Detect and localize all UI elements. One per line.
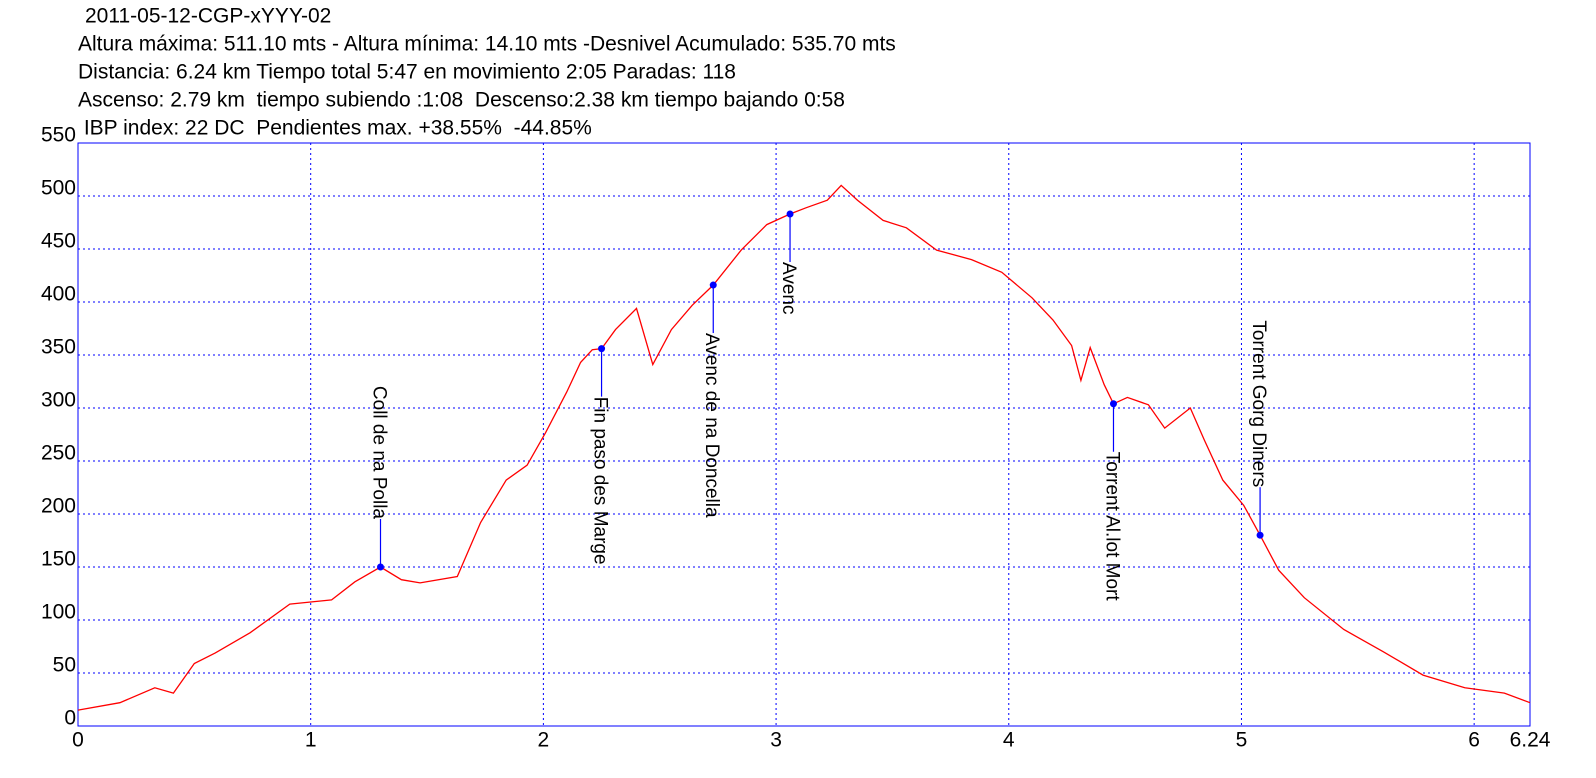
waypoint-label: Torrent Al.lot Mort — [1101, 452, 1122, 602]
waypoint-label: Torrent Gorg Diners — [1248, 320, 1269, 487]
x-tick-label: 3 — [770, 729, 782, 752]
subtitle: Ascenso: 2.79 km tiempo subiendo :1:08 D… — [78, 89, 845, 112]
y-tick-label: 100 — [41, 601, 76, 624]
y-tick-label: 350 — [41, 336, 76, 359]
y-tick-label: 300 — [41, 389, 76, 412]
y-tick-label: 450 — [41, 230, 76, 253]
y-tick-label: 250 — [41, 442, 76, 465]
waypoint — [1256, 531, 1264, 539]
subtitle: Altura máxima: 511.10 mts - Altura mínim… — [78, 33, 896, 56]
waypoint-label: Fin paso des Marge — [590, 397, 611, 565]
x-tick-label: 0 — [72, 729, 84, 752]
subtitle: IBP index: 22 DC Pendientes max. +38.55%… — [78, 117, 592, 140]
y-tick-label: 500 — [41, 177, 76, 200]
x-tick-label: 2 — [538, 729, 550, 752]
x-tick-label: 6 — [1468, 729, 1480, 752]
x-tick-label: 4 — [1003, 729, 1015, 752]
y-tick-label: 150 — [41, 548, 76, 571]
waypoint-label: Avenc de na Doncella — [701, 333, 722, 518]
chart-title: 2011-05-12-CGP-xYYY-02 — [85, 5, 331, 28]
x-tick-label: 5 — [1236, 729, 1248, 752]
y-tick-label: 550 — [41, 124, 76, 147]
x-tick-label: 1 — [305, 729, 317, 752]
plot-frame — [77, 142, 1531, 727]
y-tick-label: 50 — [53, 654, 76, 677]
x-tick-label: 6.24 — [1510, 729, 1551, 752]
waypoint-label: Coll de na Polla — [368, 386, 389, 520]
waypoint-label: Avenc — [778, 262, 799, 314]
waypoint — [709, 281, 717, 289]
elevation-line — [77, 184, 1531, 711]
waypoint — [786, 210, 794, 218]
subtitle: Distancia: 6.24 km Tiempo total 5:47 en … — [78, 61, 736, 84]
waypoint — [1109, 400, 1117, 408]
waypoint — [598, 345, 606, 353]
waypoint — [377, 563, 384, 571]
y-tick-label: 0 — [64, 707, 76, 730]
y-tick-label: 200 — [41, 495, 76, 518]
y-tick-label: 400 — [41, 283, 76, 306]
